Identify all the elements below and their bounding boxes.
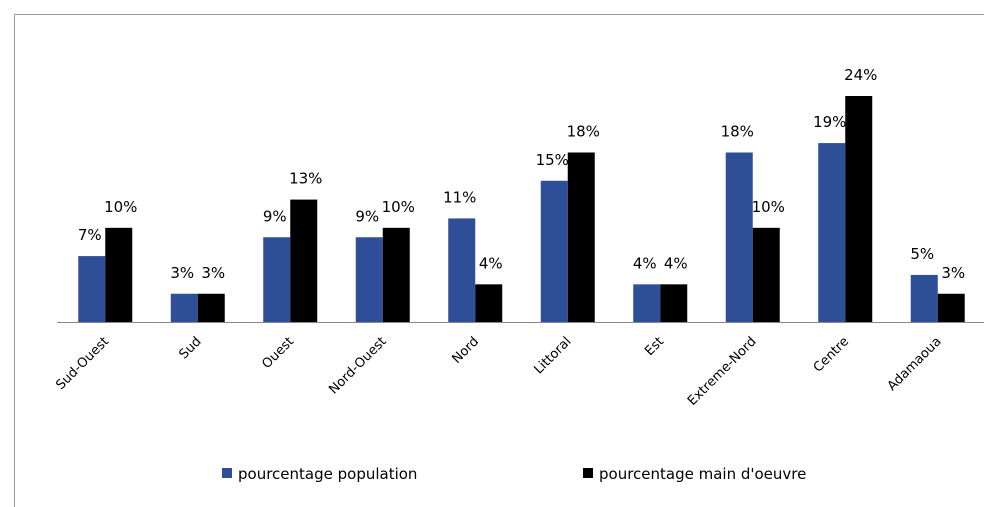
legend-label: pourcentage main d'oeuvre — [599, 465, 806, 483]
bar — [725, 152, 753, 322]
data-label: 10% — [752, 198, 785, 216]
bar — [845, 96, 873, 322]
data-label: 7% — [78, 226, 102, 244]
bar — [78, 256, 106, 322]
bar — [752, 227, 780, 322]
bar — [263, 237, 291, 322]
bar — [660, 284, 688, 322]
bar — [105, 227, 133, 322]
bar — [170, 293, 198, 322]
data-label: 4% — [633, 254, 657, 272]
bar — [937, 293, 965, 322]
bar — [818, 143, 846, 322]
bar — [197, 293, 225, 322]
bar — [290, 199, 318, 322]
bar — [567, 152, 595, 322]
data-label: 15% — [536, 151, 569, 169]
data-label: 10% — [382, 198, 415, 216]
bar — [540, 180, 568, 322]
bar — [910, 274, 938, 322]
bar — [355, 237, 383, 322]
data-label: 9% — [263, 207, 287, 225]
data-label: 18% — [721, 123, 754, 141]
data-label: 18% — [567, 123, 600, 141]
x-tick-label: Centre — [811, 334, 852, 375]
data-label: 3% — [170, 264, 194, 282]
x-tick-label: Sud — [176, 334, 204, 362]
data-label: 19% — [813, 113, 846, 131]
x-tick-label: Adamaoua — [885, 334, 945, 394]
legend-swatch — [222, 468, 232, 478]
data-label: 13% — [289, 170, 322, 188]
data-label: 10% — [104, 198, 137, 216]
bar — [633, 284, 661, 322]
bar — [382, 227, 410, 322]
x-tick-label: Littoral — [531, 334, 574, 377]
legend-label: pourcentage population — [238, 465, 417, 483]
x-tick-label: Extreme-Nord — [685, 334, 760, 409]
x-tick-label: Nord — [450, 334, 483, 367]
x-tick-label: Sud-Ouest — [53, 334, 112, 393]
legend-swatch — [583, 468, 593, 478]
data-label: 3% — [201, 264, 225, 282]
x-tick-label: Est — [642, 334, 667, 359]
x-tick-label: Ouest — [259, 334, 297, 372]
bar — [448, 218, 476, 322]
bar — [475, 284, 503, 322]
data-label: 5% — [910, 245, 934, 263]
data-label: 9% — [355, 207, 379, 225]
data-label: 3% — [941, 264, 965, 282]
data-label: 4% — [664, 254, 688, 272]
data-label: 11% — [443, 188, 476, 206]
data-label: 24% — [844, 66, 877, 84]
data-label: 4% — [479, 254, 503, 272]
x-tick-label: Nord-Ouest — [326, 334, 389, 397]
